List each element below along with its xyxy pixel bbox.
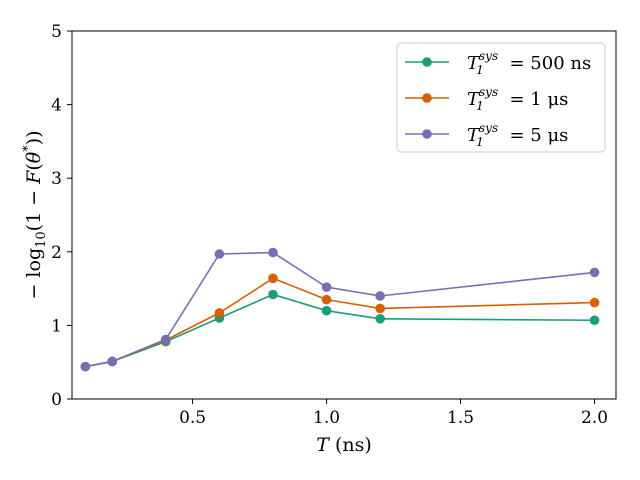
legend: Tsys 1 = 500 ns Tsys 1 = 1 μs Tsys 1 = 5 μs (396, 42, 606, 153)
y-axis-label: − log10(1 − F(θ*)) (21, 130, 49, 299)
data-point (214, 249, 225, 259)
y-tick-label: 4 (51, 96, 62, 116)
y-tick-label: 3 (51, 169, 62, 189)
y-tick-label: 0 (51, 390, 62, 410)
data-point (160, 334, 171, 345)
data-point (375, 291, 385, 301)
data-point (321, 294, 332, 305)
data-point (375, 303, 385, 314)
plot-frame (71, 30, 617, 400)
legend-box (396, 42, 606, 153)
series-line (85, 277, 595, 368)
x-tick-label: 1.5 (447, 408, 474, 428)
x-tick-label: 1.0 (313, 408, 340, 428)
x-tick-label: 2.0 (581, 408, 608, 428)
legend-marker (422, 129, 432, 139)
legend-label: Tsys 1 = 1 μs (467, 85, 568, 113)
data-point (589, 297, 600, 308)
x-axis-label: T (ns) (316, 434, 372, 456)
x-tick-label: 0.5 (179, 408, 206, 428)
y-tick-label: 2 (51, 243, 62, 263)
legend-marker (422, 57, 432, 67)
data-point (268, 289, 278, 300)
axis-labels: T (ns) − log10(1 − F(θ*)) (21, 130, 372, 456)
legend-label: Tsys 1 = 5 μs (467, 121, 568, 149)
data-point (80, 361, 91, 372)
data-point (321, 305, 332, 316)
series-layer (80, 247, 600, 372)
data-point (375, 313, 385, 324)
legend-item: Tsys 1 = 1 μs (405, 85, 568, 113)
legend-item: Tsys 1 = 500 ns (405, 49, 591, 77)
data-point (589, 315, 600, 326)
legend-marker (422, 93, 432, 103)
y-tick-label: 1 (51, 316, 62, 336)
series-3 (80, 247, 600, 372)
data-point (321, 282, 332, 292)
series-line (85, 251, 595, 368)
series-2 (80, 273, 600, 372)
y-tick-label: 5 (51, 22, 62, 42)
axes: 0.5 1.0 1.5 2.0 0 1 2 3 4 5 (51, 22, 617, 428)
data-point (214, 308, 225, 318)
legend-item: Tsys 1 = 5 μs (405, 121, 568, 149)
data-point (268, 273, 278, 284)
data-point (107, 356, 117, 367)
data-point (268, 247, 278, 258)
legend-label: Tsys 1 = 500 ns (467, 49, 591, 77)
data-point (589, 267, 600, 278)
